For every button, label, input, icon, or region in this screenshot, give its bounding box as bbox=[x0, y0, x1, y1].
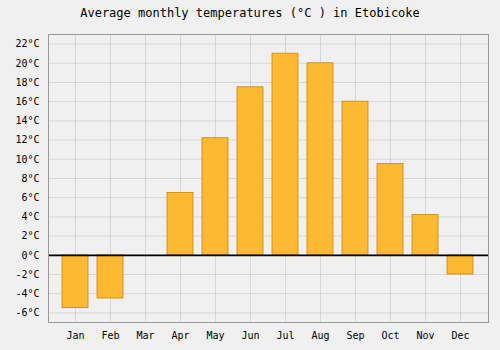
svg-text:Oct: Oct bbox=[381, 330, 399, 341]
svg-text:0°C: 0°C bbox=[21, 250, 39, 261]
svg-text:Mar: Mar bbox=[136, 330, 154, 341]
svg-text:Jan: Jan bbox=[66, 330, 84, 341]
svg-text:Nov: Nov bbox=[416, 330, 434, 341]
svg-text:18°C: 18°C bbox=[15, 77, 39, 88]
svg-text:6°C: 6°C bbox=[21, 192, 39, 203]
svg-text:-6°C: -6°C bbox=[15, 307, 39, 318]
svg-text:Jul: Jul bbox=[276, 330, 294, 341]
svg-text:Apr: Apr bbox=[171, 330, 189, 341]
svg-text:Sep: Sep bbox=[346, 330, 364, 341]
svg-text:Dec: Dec bbox=[451, 330, 469, 341]
svg-text:May: May bbox=[206, 330, 224, 341]
svg-text:14°C: 14°C bbox=[15, 115, 39, 126]
svg-text:12°C: 12°C bbox=[15, 134, 39, 145]
svg-text:16°C: 16°C bbox=[15, 96, 39, 107]
svg-text:8°C: 8°C bbox=[21, 173, 39, 184]
svg-text:22°C: 22°C bbox=[15, 38, 39, 49]
svg-text:Jun: Jun bbox=[241, 330, 259, 341]
svg-text:4°C: 4°C bbox=[21, 211, 39, 222]
svg-text:Aug: Aug bbox=[311, 330, 329, 341]
svg-text:2°C: 2°C bbox=[21, 230, 39, 241]
html-text:Average monthly temperatures (: Average monthly temperatures (°C ) in Et… bbox=[80, 6, 420, 20]
svg-text:-2°C: -2°C bbox=[15, 269, 39, 280]
svg-text:-4°C: -4°C bbox=[15, 288, 39, 299]
svg-text:Feb: Feb bbox=[101, 330, 119, 341]
svg-text:10°C: 10°C bbox=[15, 154, 39, 165]
svg-text:20°C: 20°C bbox=[15, 58, 39, 69]
